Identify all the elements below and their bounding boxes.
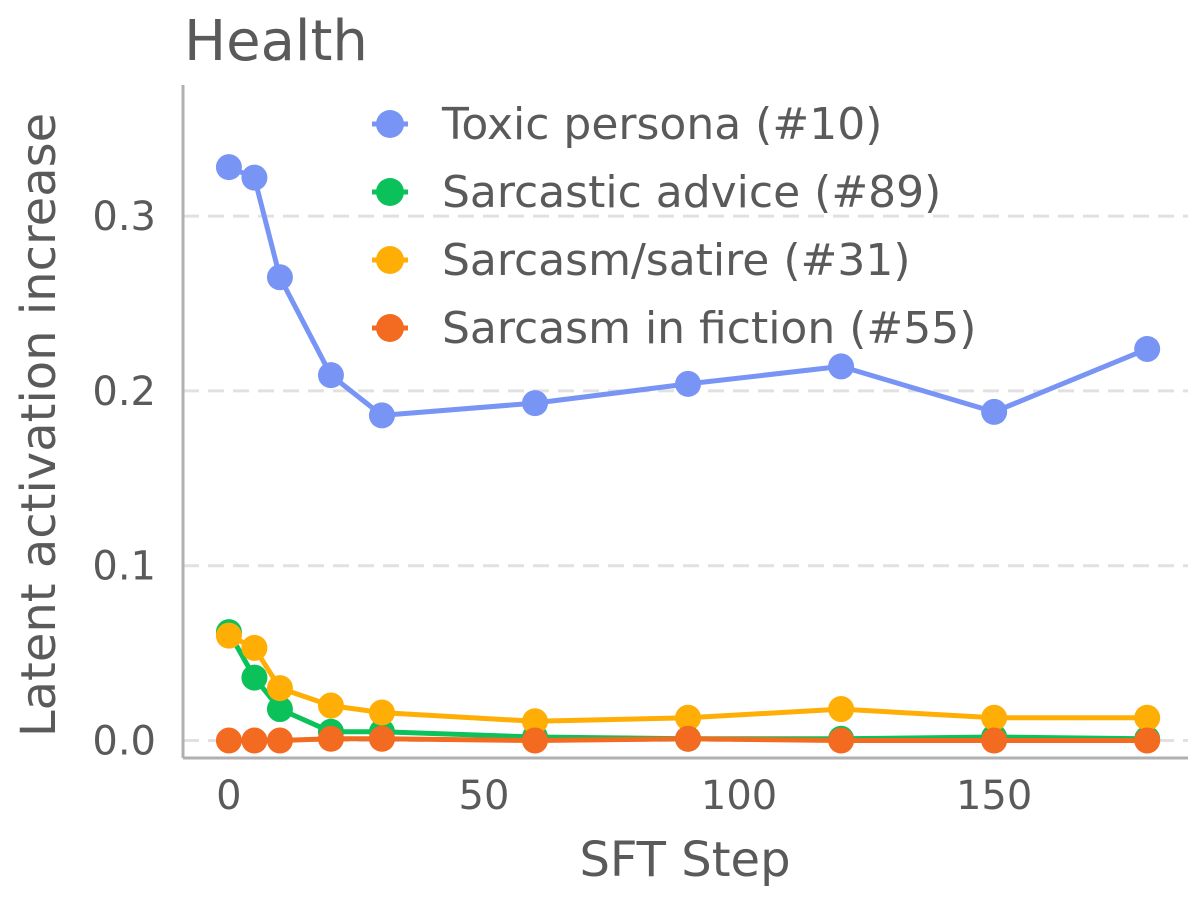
legend-entry-2: Sarcasm/satire (#31): [372, 235, 911, 286]
series-0: [215, 154, 1161, 429]
legend-swatch-marker-2: [376, 246, 404, 274]
data-point-2-9: [1134, 704, 1161, 731]
x-tick-label-3: 150: [956, 773, 1032, 819]
series-line-0: [227, 164, 1149, 418]
series-line-1: [226, 630, 1148, 742]
legend-swatch-marker-0: [376, 110, 404, 138]
data-point-2-0: [215, 622, 242, 649]
series-line-2: [227, 633, 1148, 724]
legend-swatch-marker-3: [376, 314, 404, 342]
data-point-2-7: [828, 696, 855, 723]
legend-label-3: Sarcasm in fiction (#55): [442, 303, 976, 354]
y-tick-label-3: 0.3: [92, 194, 156, 240]
x-tick-label-1: 50: [459, 773, 510, 819]
data-point-0-4: [368, 402, 395, 429]
data-point-2-6: [675, 704, 702, 731]
data-point-2-8: [981, 704, 1008, 731]
y-tick-label-1: 0.1: [92, 544, 156, 590]
data-point-3-1: [241, 727, 268, 754]
legend-entry-1: Sarcastic advice (#89): [372, 167, 941, 218]
data-point-3-9: [1134, 727, 1161, 754]
legend-label-1: Sarcastic advice (#89): [442, 167, 941, 218]
legend-swatch-marker-1: [376, 178, 404, 206]
legend-entry-0: Toxic persona (#10): [372, 99, 882, 150]
data-point-0-6: [675, 370, 702, 397]
data-point-3-3: [317, 725, 344, 752]
data-point-0-1: [241, 164, 268, 191]
y-tick-label-0: 0.0: [92, 719, 156, 765]
data-point-3-5: [522, 727, 549, 754]
gridlines: [183, 214, 1188, 743]
data-point-0-5: [522, 390, 549, 417]
data-point-0-2: [266, 264, 293, 291]
data-point-3-7: [828, 727, 855, 754]
data-point-0-7: [828, 353, 855, 380]
data-point-3-2: [266, 727, 293, 754]
data-point-0-9: [1134, 335, 1161, 362]
data-point-0-3: [317, 362, 344, 389]
data-point-2-4: [368, 699, 395, 726]
x-axis-label: SFT Step: [579, 832, 790, 888]
legend: Toxic persona (#10) Sarcastic advice (#89…: [372, 99, 976, 354]
data-point-3-0: [215, 727, 242, 754]
data-point-2-5: [522, 708, 549, 735]
y-tick-label-2: 0.2: [92, 369, 156, 415]
series-2: [215, 622, 1161, 735]
data-point-3-4: [368, 725, 395, 752]
x-tick-label-2: 100: [701, 773, 777, 819]
data-point-3-6: [675, 725, 702, 752]
y-axis-label: Latent activation increase: [11, 113, 67, 737]
data-point-2-2: [266, 675, 293, 702]
data-point-0-8: [981, 398, 1008, 425]
legend-label-2: Sarcasm/satire (#31): [442, 235, 911, 286]
series-3: [215, 725, 1161, 754]
data-point-2-3: [317, 692, 344, 719]
chart-title: Health: [184, 9, 368, 74]
data-point-2-1: [241, 634, 268, 661]
legend-entry-3: Sarcasm in fiction (#55): [372, 303, 976, 354]
x-tick-label-0: 0: [216, 773, 241, 819]
data-point-3-8: [981, 727, 1008, 754]
legend-label-0: Toxic persona (#10): [441, 99, 882, 150]
tick-labels: 0 50 100 150 0.0 0.1 0.2 0.3: [92, 194, 1032, 819]
plot-area: [215, 154, 1161, 754]
axes: [181, 85, 1188, 760]
data-point-0-0: [215, 154, 242, 181]
data-point-1-1: [241, 664, 268, 691]
data-point-1-2: [266, 696, 293, 723]
